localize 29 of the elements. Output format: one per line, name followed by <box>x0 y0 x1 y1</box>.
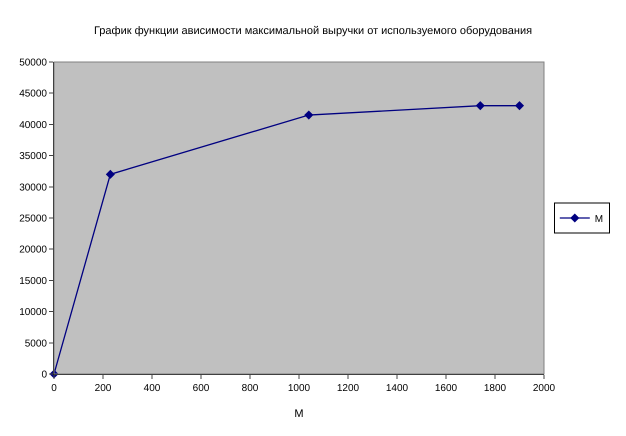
x-tick-label: 1400 <box>386 383 409 394</box>
x-tick-label: 200 <box>94 383 112 394</box>
x-tick-label: 600 <box>192 383 210 394</box>
x-tick-label: 400 <box>144 383 161 394</box>
x-tick-label: 1000 <box>288 383 311 394</box>
y-tick-label: 40000 <box>19 120 48 131</box>
y-tick-label: 15000 <box>19 276 48 287</box>
y-tick-label: 30000 <box>19 182 48 194</box>
point <box>106 170 115 179</box>
y-tick-label: 5000 <box>24 338 48 350</box>
y-tick-label: 0 <box>41 370 48 380</box>
point <box>514 101 524 110</box>
point <box>304 110 314 120</box>
point <box>476 101 485 110</box>
y-tick-label: 35000 <box>19 151 48 162</box>
y-tick-label: 45000 <box>19 88 48 100</box>
y-tick-label: 25000 <box>19 214 48 224</box>
x-tick-label: 800 <box>242 383 259 394</box>
x-tick-label: 2000 <box>532 383 556 394</box>
y-tick-label: 50000 <box>19 58 48 68</box>
x-tick-label: 1200 <box>336 383 360 394</box>
chart-title: График функции ависимости максимальной выручки от используемого оборудования <box>94 24 532 37</box>
legend-label: M <box>594 214 604 225</box>
x-tick-label: 0 <box>51 383 58 394</box>
y-tick-label: 10000 <box>19 307 48 318</box>
x-tick-label: 1600 <box>434 383 458 394</box>
x-axis-title: M <box>294 408 304 420</box>
y-tick-label: 20000 <box>19 244 48 256</box>
x-tick-label: 1800 <box>484 383 507 394</box>
